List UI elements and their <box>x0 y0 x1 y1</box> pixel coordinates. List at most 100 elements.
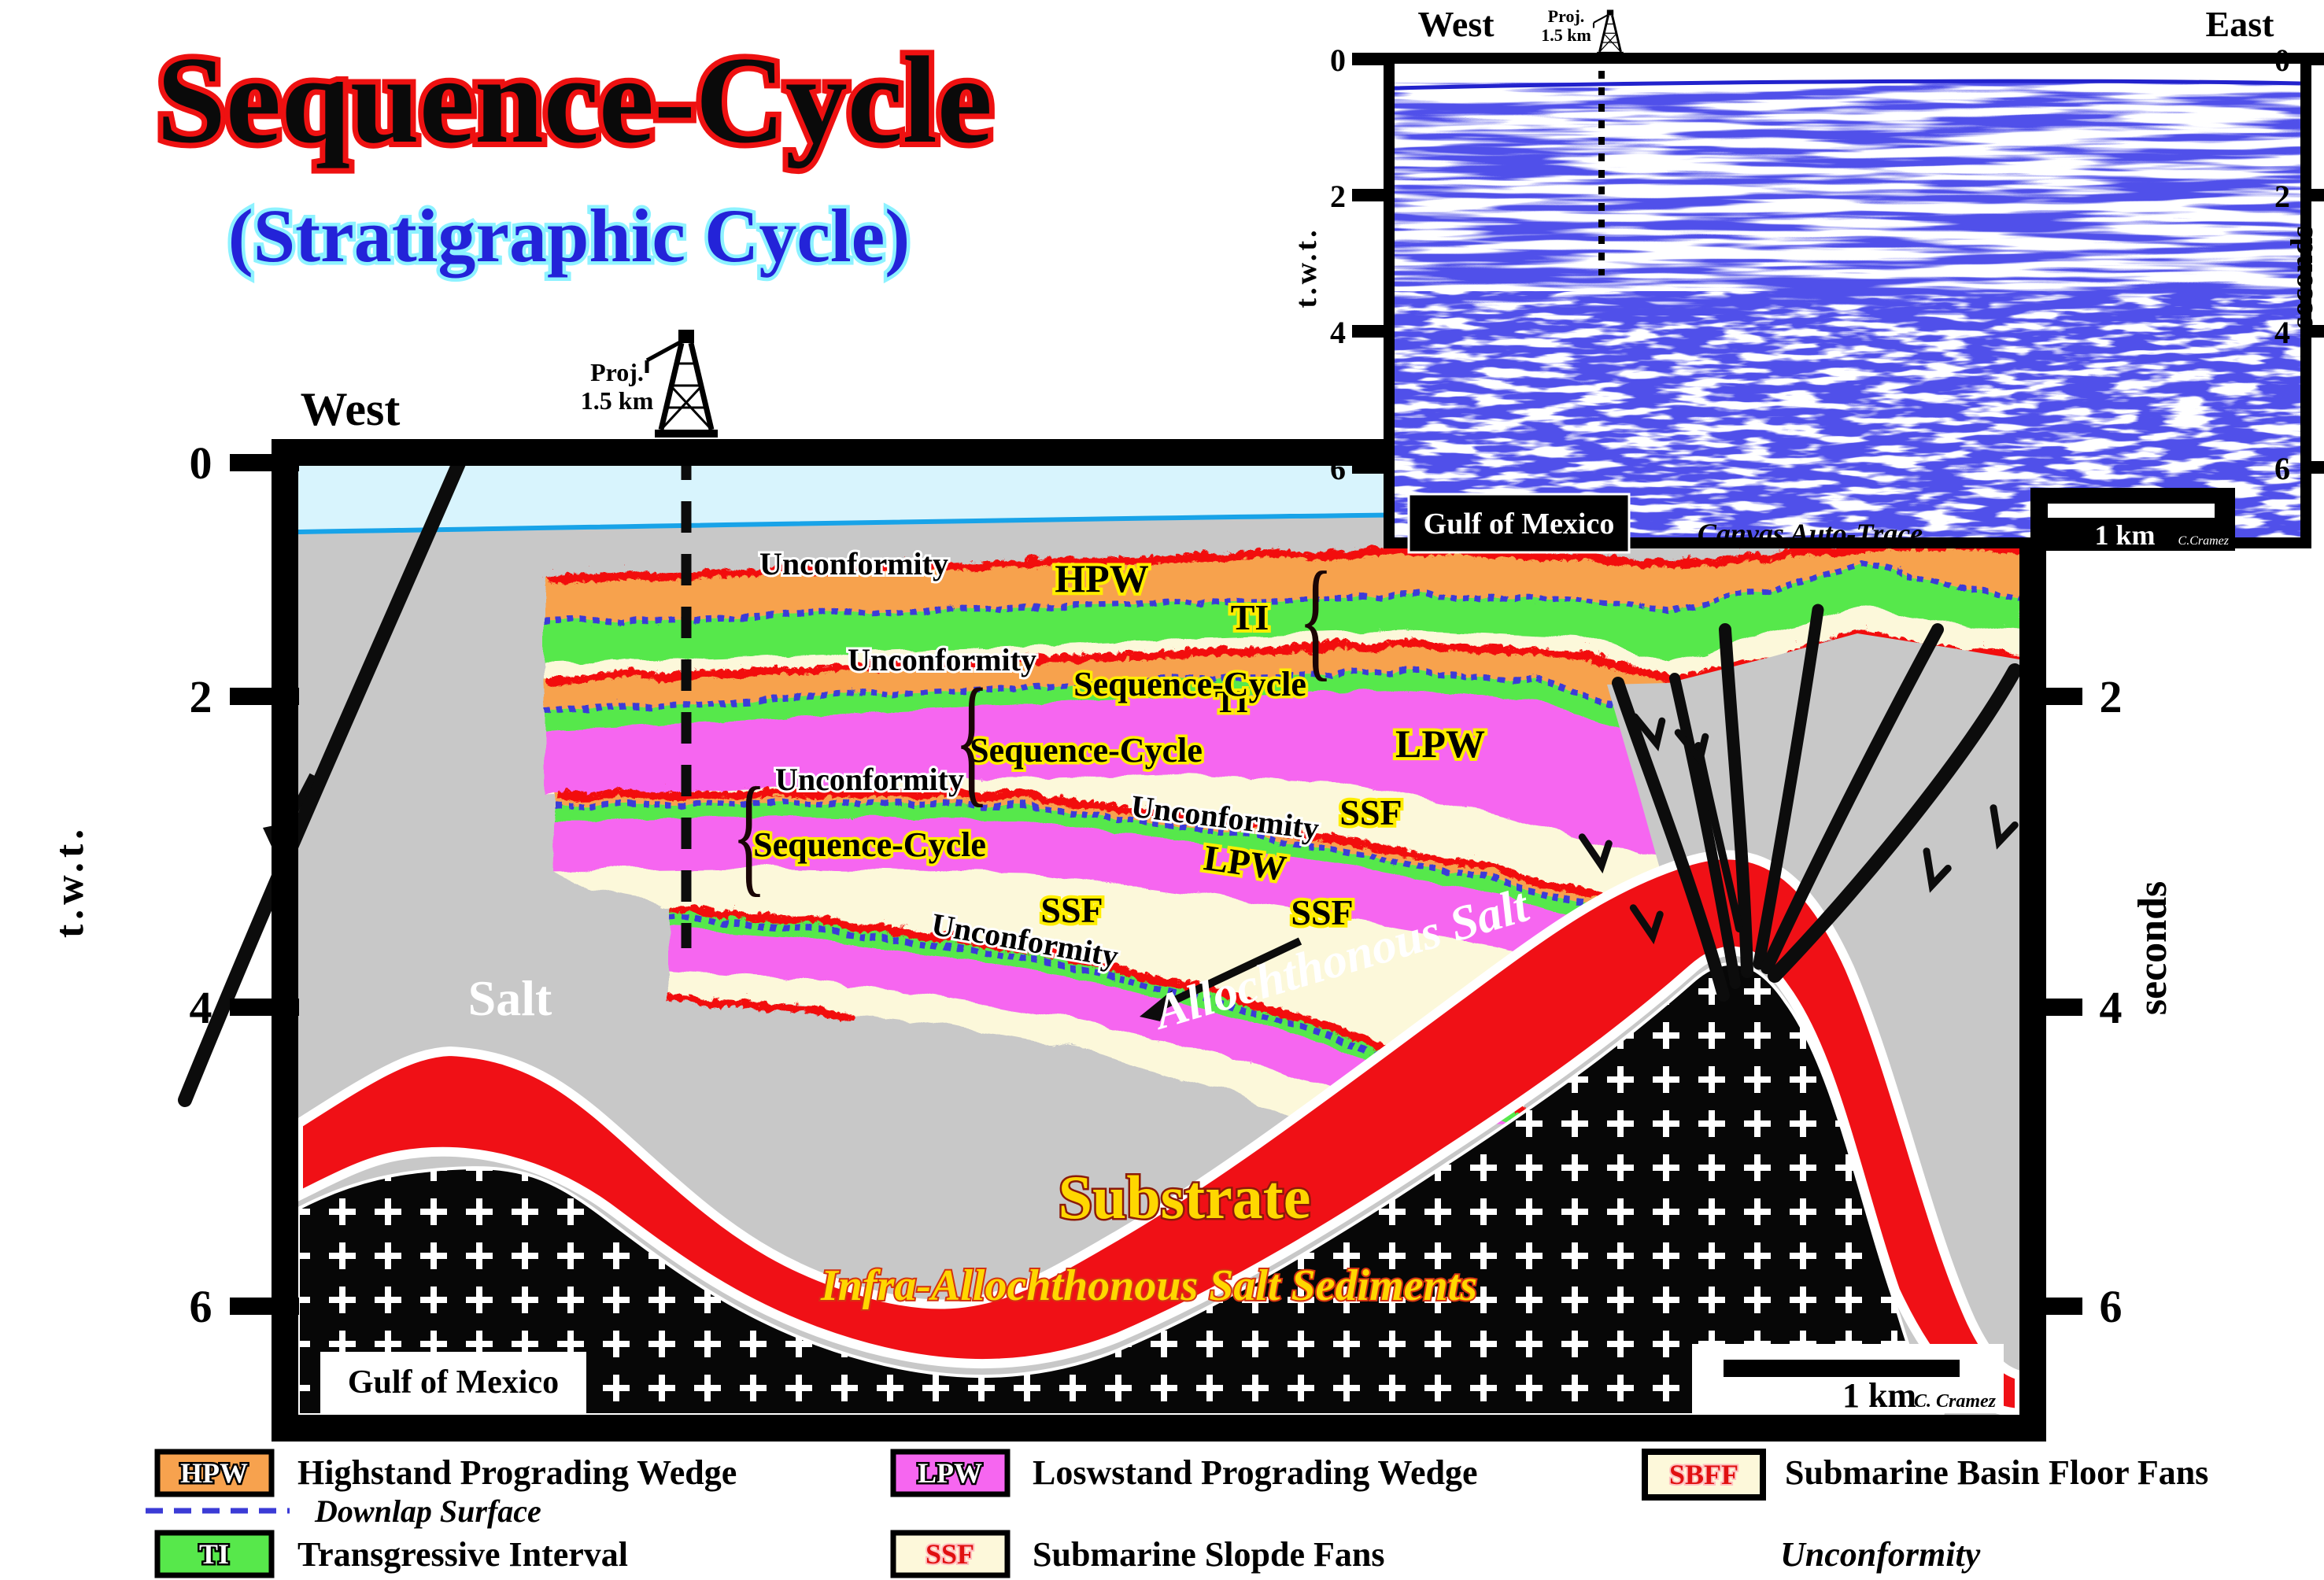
seconds-axis-label: seconds <box>2130 881 2175 1015</box>
strata-stack <box>541 537 2020 1139</box>
downlap-arrow-icon <box>1140 937 1302 1021</box>
scale-label: 1 km <box>2094 519 2155 551</box>
axis-tick-label: 6 <box>2274 451 2290 486</box>
infra-salt-sediments-label: Infra-Allochthonous Salt Sediments <box>820 1261 1477 1310</box>
legend-label: Downlap Surface <box>314 1493 541 1529</box>
svg-text:{: { <box>955 659 989 820</box>
legend-key: SBFF <box>1669 1459 1738 1490</box>
axis-tick-label: 4 <box>1330 315 1346 350</box>
legend-label: Submarine Slopde Fans <box>1033 1535 1384 1574</box>
axis-tick-label: 0 <box>1330 42 1346 78</box>
scale-bar-line <box>2048 504 2215 518</box>
axis-tick-label: 4 <box>2100 982 2123 1033</box>
left-axis: 0 2 4 6 t.w.t. <box>47 437 299 1332</box>
salt-label: Salt <box>468 970 552 1026</box>
legend-key: HPW <box>180 1457 248 1489</box>
right-axis: 2 4 6 seconds <box>2019 671 2175 1332</box>
derrick-icon <box>1592 8 1625 57</box>
axis-tick-label: 2 <box>190 671 212 722</box>
axis-tick-label: 2 <box>1330 179 1346 214</box>
sequence-brace-icons: { { { <box>732 544 1333 908</box>
hpw-label: HPW <box>1055 556 1148 600</box>
seismic-frame <box>1384 53 2311 548</box>
axis-tick-label: 2 <box>2100 671 2123 722</box>
seconds-axis-label: seconds <box>2284 225 2319 328</box>
svg-text:{: { <box>732 759 767 908</box>
seismic-location-box: Gulf of Mexico <box>1407 493 1631 554</box>
page-subtitle: (Stratigraphic Cycle) <box>228 194 910 278</box>
west-label: West <box>1417 4 1495 44</box>
sequence-cycle-label: Sequence-Cycle <box>753 825 986 864</box>
twt-axis-label: t.w.t. <box>1290 227 1323 308</box>
proj-distance-label: 1.5 km <box>581 386 654 415</box>
seafloor-reflector-line <box>1394 79 2301 90</box>
downlap-surface-lines <box>541 556 2020 1120</box>
seismic-left-axis: 0 2 4 6 t.w.t. <box>1290 42 1391 486</box>
unconformity-label: Unconformity <box>848 642 1036 677</box>
substrate-label: Substrate <box>1059 1163 1311 1231</box>
legend-label: Submarine Basin Floor Fans <box>1785 1453 2208 1492</box>
axis-tick-label: 4 <box>190 982 212 1033</box>
location-label: Gulf of Mexico <box>1424 508 1615 541</box>
ti-label: TI <box>1215 684 1248 719</box>
title-block: Sequence-Cycle (Stratigraphic Cycle) <box>151 26 998 282</box>
lpw-label: LPW <box>1395 722 1485 766</box>
legend-swatch-ssf <box>890 1530 1011 1578</box>
fault-lines <box>178 440 2022 1107</box>
legend-key: TI <box>199 1538 229 1570</box>
sequence-cycle-label: Sequence-Cycle <box>1073 665 1306 703</box>
axis-tick-label: 0 <box>2274 42 2290 78</box>
main-cross-section: 0 2 4 6 t.w.t. 2 4 6 seconds West Proj. … <box>47 330 2175 1442</box>
legend-swatch-hpw <box>154 1449 275 1497</box>
legend-label: Loswstand Prograding Wedge <box>1033 1453 1478 1492</box>
scale-bar: 1 km C. Cramez <box>1692 1344 2004 1415</box>
fault-slip-arrow-icons <box>1578 713 2019 945</box>
ti-label: TI <box>1231 597 1269 637</box>
legend-label: Transgressive Interval <box>297 1535 628 1574</box>
proj-label: Proj. <box>590 358 644 386</box>
credit-label: C.Cramez <box>2178 534 2230 548</box>
ssf-label: SSF <box>1040 890 1103 930</box>
axis-tick-label: 4 <box>2274 315 2290 350</box>
scale-label: 1 km <box>1842 1376 1916 1415</box>
page-title: Sequence-Cycle <box>157 31 992 169</box>
ssf-label: SSF <box>1339 792 1402 832</box>
legend-label: Highstand Prograding Wedge <box>297 1453 737 1492</box>
proj-label: Proj. <box>1548 6 1585 26</box>
location-box: Gulf of Mexico <box>320 1352 586 1413</box>
unconformity-label: Unconformity <box>759 546 948 581</box>
axis-tick-label: 6 <box>190 1281 212 1332</box>
east-label: East <box>2206 4 2275 44</box>
ssf-label: SSF <box>1291 892 1353 932</box>
proj-distance-label: 1.5 km <box>1541 25 1591 45</box>
svg-text:{: { <box>1299 544 1333 692</box>
listric-fault-line <box>178 440 473 1107</box>
derrick-icon <box>647 330 718 437</box>
credit-label: C. Cramez <box>1914 1391 1997 1412</box>
section-frame <box>272 439 2046 1442</box>
axis-tick-label: 0 <box>190 437 212 489</box>
west-label: West <box>301 383 401 435</box>
legend-key: SSF <box>926 1538 974 1570</box>
legend-key: LPW <box>918 1457 982 1489</box>
axis-tick-label: 6 <box>2100 1281 2123 1332</box>
legend-swatch-lpw <box>890 1449 1011 1497</box>
legend-swatch-ti <box>154 1530 275 1578</box>
sequence-cycle-label: Sequence-Cycle <box>970 731 1203 770</box>
legend-swatch-sbff <box>1642 1449 1766 1501</box>
seismic-scale-bar: 1 km C.Cramez <box>2030 488 2235 551</box>
unconformity-label: Unconformity <box>775 762 964 797</box>
seismic-inset: 0 2 4 6 t.w.t. 0 2 4 6 seconds West East… <box>1290 4 2324 554</box>
axis-tick-label: 6 <box>1330 451 1346 486</box>
legend-label: Unconformity <box>1780 1535 1981 1574</box>
location-label: Gulf of Mexico <box>348 1364 559 1401</box>
axis-tick-label: 2 <box>2274 179 2290 214</box>
legend: HPW Highstand Prograding Wedge Downlap S… <box>146 1449 2208 1578</box>
seismic-right-axis: 0 2 4 6 seconds <box>2274 42 2324 486</box>
seismic-texture-upper <box>1395 64 2300 316</box>
twt-axis-label: t.w.t. <box>47 825 92 938</box>
scale-bar-line <box>1724 1360 1960 1377</box>
autotrace-caption: Canvas Auto-Trace <box>1698 518 1923 549</box>
